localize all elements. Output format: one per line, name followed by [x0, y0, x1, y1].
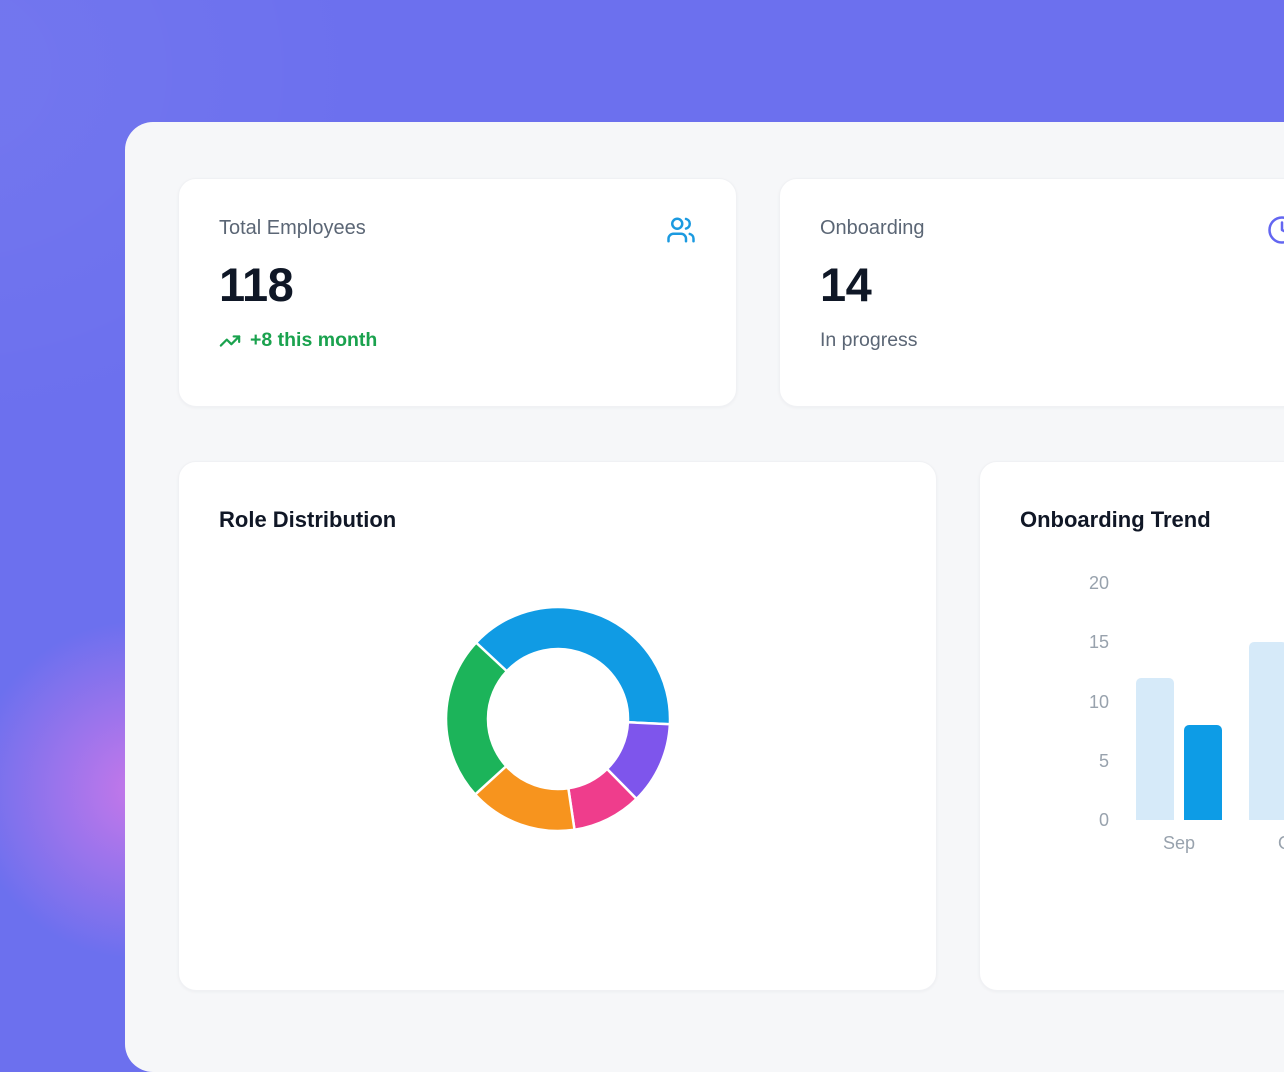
- stat-value: 118: [219, 259, 696, 311]
- trending-up-icon: [219, 330, 241, 352]
- onboarding-trend-card: Onboarding Trend 05101520SepOct: [979, 461, 1284, 991]
- page-background: Total Employees 118: [0, 0, 1284, 888]
- y-tick-label: 0: [1049, 809, 1109, 831]
- stat-value: 14: [820, 259, 1284, 311]
- y-tick-label: 20: [1049, 572, 1109, 594]
- stat-delta: +8 this month: [219, 329, 696, 352]
- bar-sep-dark[interactable]: [1184, 725, 1222, 820]
- donut-segment-blue[interactable]: [476, 607, 670, 724]
- stat-card-total-employees: Total Employees 118: [178, 178, 737, 407]
- stat-delta-text: +8 this month: [250, 329, 377, 352]
- donut-segment-green[interactable]: [446, 643, 507, 795]
- stat-card-onboarding: Onboarding 14 In progress: [779, 178, 1284, 407]
- stat-label: Total Employees: [219, 215, 366, 241]
- bar-oct-light[interactable]: [1249, 642, 1284, 820]
- y-tick-label: 15: [1049, 631, 1109, 653]
- content-panel: Total Employees 118: [125, 122, 1284, 1072]
- bar-chart[interactable]: 0 5 10 15 20 Sep Oct: [980, 462, 1284, 990]
- role-distribution-card: Role Distribution: [178, 461, 937, 991]
- clock-icon: [1267, 215, 1284, 245]
- y-tick-label: 10: [1049, 691, 1109, 713]
- x-category-label: Oct: [1252, 832, 1284, 854]
- stat-label: Onboarding: [820, 215, 925, 241]
- users-icon: [666, 215, 696, 245]
- stat-sub-text: In progress: [820, 329, 1284, 352]
- donut-chart[interactable]: [443, 604, 673, 834]
- bar-sep-light[interactable]: [1136, 678, 1174, 820]
- y-tick-label: 5: [1049, 750, 1109, 772]
- section-title-role-distribution: Role Distribution: [179, 462, 936, 534]
- x-category-label: Sep: [1139, 832, 1219, 854]
